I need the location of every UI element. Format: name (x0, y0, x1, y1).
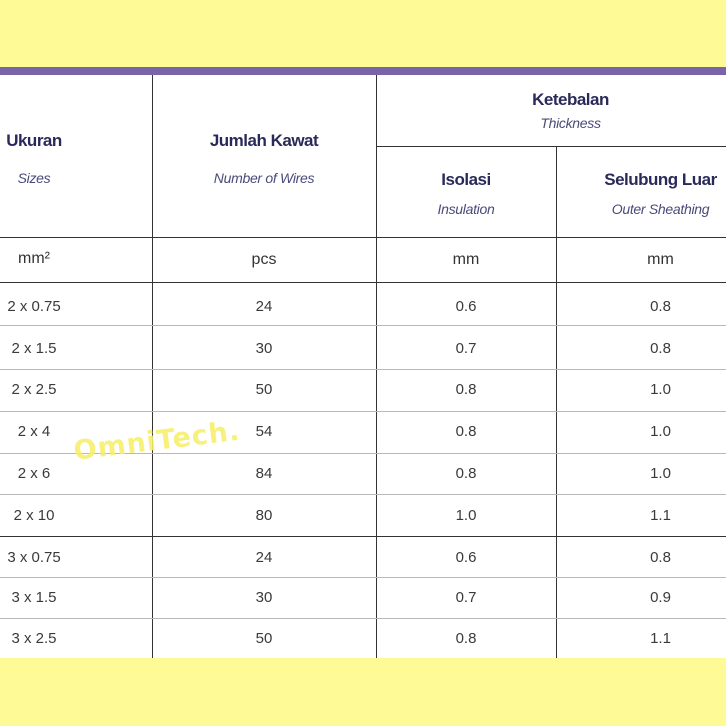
cell-wires: 24 (255, 298, 273, 315)
cell-wires: 50 (255, 630, 273, 647)
cell-sheathing: 1.0 (650, 381, 671, 398)
cell-sheathing: 1.1 (650, 507, 671, 524)
header-wires-sub: Number of Wires (213, 170, 315, 186)
header-thickness-sub: Thickness (540, 115, 601, 131)
cell-insulation: 0.6 (455, 298, 477, 315)
header-insulation-sub: Insulation (437, 201, 495, 217)
grid-line (0, 411, 726, 412)
spec-table: Ukuran Sizes Jumlah Kawat Number of Wire… (0, 75, 726, 658)
cell-wires: 24 (255, 549, 273, 566)
cell-sheathing: 1.0 (650, 465, 671, 482)
cell-sheathing: 0.9 (650, 589, 671, 606)
cell-insulation: 0.8 (455, 381, 477, 398)
header-insulation: Isolasi (441, 170, 491, 189)
cell-wires: 30 (255, 340, 273, 357)
cell-insulation: 0.7 (455, 589, 477, 606)
cell-sheathing: 0.8 (650, 298, 671, 315)
grid-line (0, 282, 726, 283)
header-sizes: Ukuran (6, 131, 62, 150)
grid-line (152, 75, 153, 658)
grid-line (0, 325, 726, 326)
cell-size: 2 x 2.5 (11, 381, 57, 398)
cell-insulation: 0.8 (455, 465, 477, 482)
cell-size: 3 x 0.75 (7, 549, 61, 566)
cell-size: 3 x 1.5 (11, 589, 57, 606)
cell-insulation: 0.6 (455, 549, 477, 566)
cell-sheathing: 0.8 (650, 340, 671, 357)
unit-sizes: mm² (18, 250, 50, 267)
cell-wires: 80 (255, 507, 273, 524)
grid-line (376, 75, 377, 658)
cell-size: 2 x 4 (17, 423, 51, 440)
unit-wires: pcs (251, 251, 277, 268)
cell-wires: 84 (255, 465, 273, 482)
header-thickness: Ketebalan (532, 90, 609, 109)
cell-insulation: 0.8 (455, 630, 477, 647)
cell-size: 2 x 0.75 (7, 298, 61, 315)
cell-insulation: 0.8 (455, 423, 477, 440)
cell-wires: 50 (255, 381, 273, 398)
accent-bar (0, 67, 726, 75)
unit-sheathing: mm (647, 251, 674, 268)
cell-size: 2 x 6 (17, 465, 51, 482)
cell-wires: 30 (255, 589, 273, 606)
grid-line (0, 536, 726, 537)
unit-insulation: mm (452, 251, 480, 268)
cell-size: 3 x 2.5 (11, 630, 57, 647)
cell-size: 2 x 1.5 (11, 340, 57, 357)
grid-line (0, 494, 726, 495)
cell-size: 2 x 10 (13, 507, 55, 524)
grid-line (377, 146, 726, 147)
grid-line (0, 618, 726, 619)
cell-sheathing: 1.0 (650, 423, 671, 440)
header-wires: Jumlah Kawat (209, 131, 319, 150)
cell-insulation: 1.0 (455, 507, 477, 524)
grid-line (0, 577, 726, 578)
cell-wires: 54 (255, 423, 273, 440)
grid-line (0, 369, 726, 370)
grid-line (0, 453, 726, 454)
header-sizes-sub: Sizes (17, 170, 51, 186)
grid-line (556, 146, 557, 658)
grid-line (0, 237, 726, 238)
cell-sheathing: 1.1 (650, 630, 671, 647)
header-sheathing-sub: Outer Sheathing (611, 201, 710, 217)
cell-sheathing: 0.8 (650, 549, 671, 566)
cell-insulation: 0.7 (455, 340, 477, 357)
header-sheathing: Selubung Luar (604, 170, 717, 189)
